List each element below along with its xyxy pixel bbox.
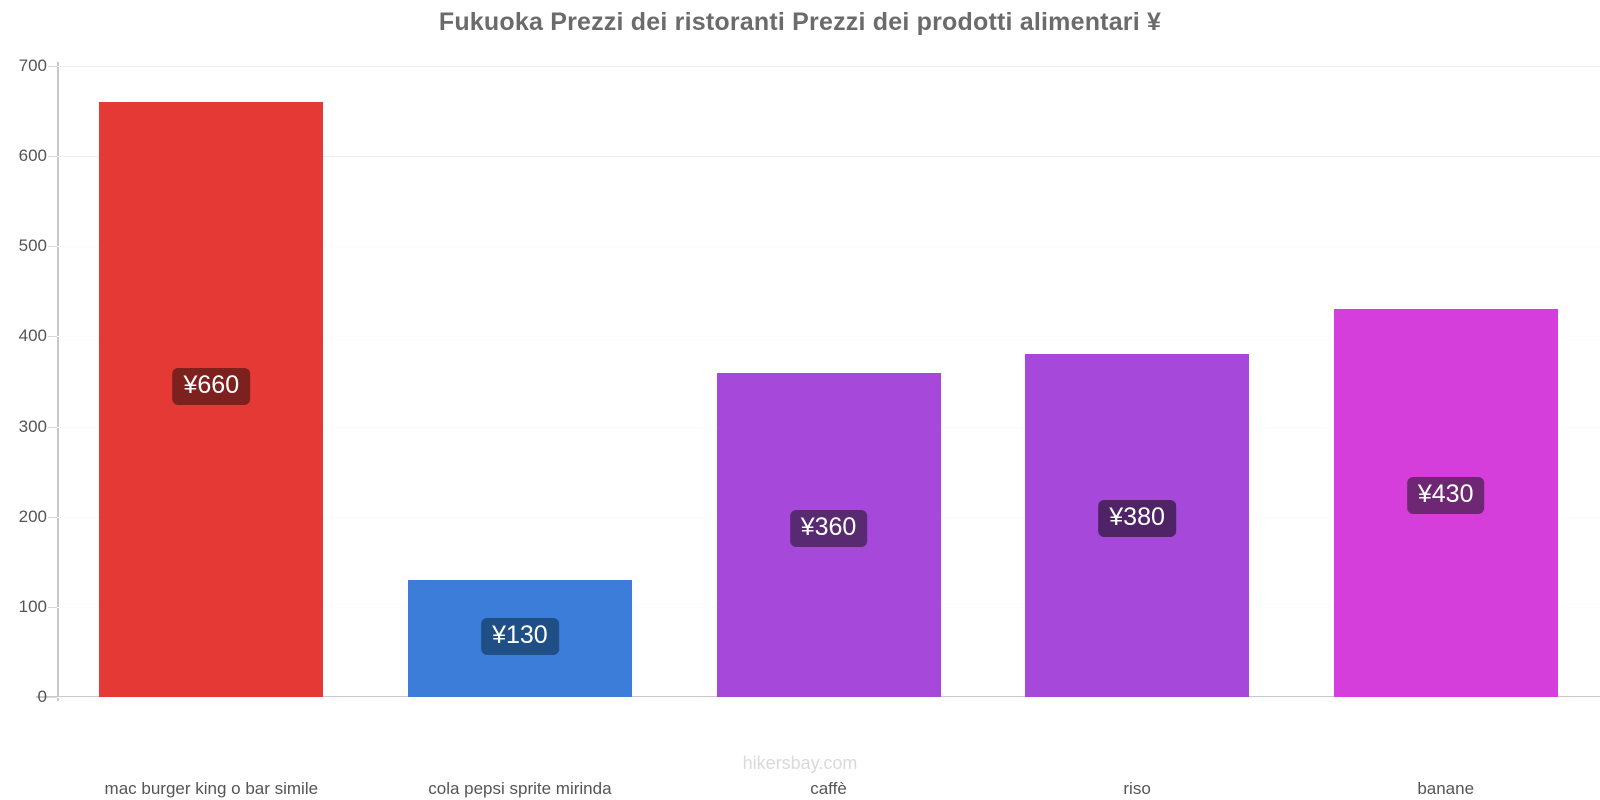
gridline-500 bbox=[57, 246, 1600, 248]
y-tick-mark-200 bbox=[48, 516, 57, 518]
x-axis-category-label: riso bbox=[1123, 779, 1151, 798]
y-tick-mark-600 bbox=[48, 156, 57, 158]
x-axis-category-label: mac burger king o bar simile bbox=[104, 779, 319, 798]
plot-area: 0 100 200 300 400 500 600 700 ¥660 mac burger kin… bbox=[19, 56, 1600, 798]
bar[interactable]: ¥430 bbox=[1333, 309, 1558, 697]
gridline-700 bbox=[57, 66, 1600, 67]
y-axis-tick-label: 0 bbox=[37, 687, 47, 706]
y-axis-tick-label: 600 bbox=[18, 146, 47, 166]
x-axis-category-label: caffè bbox=[810, 779, 847, 798]
y-axis-tick-label: 400 bbox=[18, 326, 47, 346]
bar[interactable]: ¥380 bbox=[1025, 354, 1250, 697]
bar[interactable]: ¥660 bbox=[99, 102, 324, 697]
bar-value-label: ¥660 bbox=[172, 368, 251, 406]
x-axis-category-label: cola pepsi sprite mirinda bbox=[428, 779, 612, 798]
bar-value-label: ¥130 bbox=[481, 617, 559, 655]
bar-value-label: ¥380 bbox=[1098, 500, 1176, 538]
gridline-400 bbox=[57, 336, 1600, 338]
footer-attribution: hikersbay.com bbox=[742, 753, 858, 773]
y-axis-tick-label: 100 bbox=[18, 596, 47, 616]
y-tick-mark-700 bbox=[48, 66, 57, 67]
y-tick-mark-500 bbox=[48, 246, 57, 248]
bar-value-label: ¥430 bbox=[1406, 476, 1485, 514]
y-tick-mark-300 bbox=[48, 426, 57, 428]
x-axis-category-label: banane bbox=[1417, 779, 1475, 798]
y-axis-line bbox=[57, 62, 59, 701]
bar-value-label: ¥360 bbox=[789, 509, 868, 547]
y-axis-tick-label: 300 bbox=[18, 416, 47, 436]
y-tick-mark-100 bbox=[48, 606, 57, 608]
bar[interactable]: ¥360 bbox=[716, 372, 941, 697]
y-tick-mark-0 bbox=[48, 697, 57, 698]
y-axis-tick-label: 500 bbox=[18, 236, 47, 256]
y-axis-tick-label: 200 bbox=[18, 506, 47, 526]
gridline-0 bbox=[57, 697, 1600, 698]
bar[interactable]: ¥130 bbox=[407, 579, 632, 697]
gridline-600 bbox=[57, 156, 1600, 158]
y-tick-mark-400 bbox=[48, 336, 57, 338]
page-title: Fukuoka Prezzi dei ristoranti Prezzi dei… bbox=[438, 8, 1162, 36]
y-axis-tick-label: 700 bbox=[18, 56, 47, 75]
